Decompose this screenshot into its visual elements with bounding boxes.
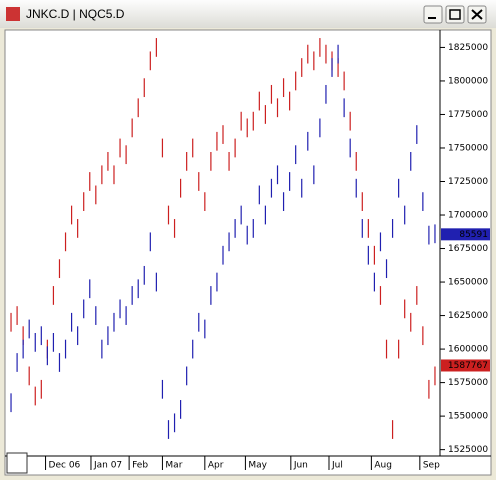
y-tick-label: 1700000 [448, 211, 488, 221]
title-bar [0, 0, 496, 28]
y-tick-label: 1825000 [448, 43, 488, 53]
x-tick-label: Dec 06 [49, 461, 81, 471]
y-tick-label: 1750000 [448, 143, 488, 153]
app-icon [6, 7, 20, 21]
last-price-label: 1587767 [448, 361, 488, 371]
last-price-label: 85591 [459, 230, 488, 240]
x-tick-label: Mar [165, 461, 182, 471]
last-price-tag [441, 228, 490, 241]
x-tick-label: Apr [208, 461, 224, 471]
y-tick-label: 1800000 [448, 76, 488, 86]
maximize-button[interactable] [445, 5, 465, 24]
close-button[interactable] [467, 5, 487, 24]
y-tick-label: 1525000 [448, 445, 488, 455]
x-tick-label: Jul [331, 461, 343, 471]
window-title: JNKC.D | NQC5.D [26, 7, 125, 21]
corner-box[interactable] [6, 452, 28, 474]
y-tick-label: 1625000 [448, 311, 488, 321]
x-tick-label: Sep [423, 461, 440, 471]
minimize-button[interactable] [423, 5, 443, 24]
x-tick-label: Jun [293, 461, 308, 471]
y-tick-label: 1575000 [448, 378, 488, 388]
y-tick-label: 1725000 [448, 177, 488, 187]
chart-panel [4, 29, 492, 476]
x-tick-label: Feb [132, 461, 148, 471]
y-tick-label: 1675000 [448, 244, 488, 254]
y-tick-label: 1600000 [448, 345, 488, 355]
y-tick-label: 1650000 [448, 278, 488, 288]
y-tick-label: 1550000 [448, 412, 488, 422]
y-tick-label: 1775000 [448, 110, 488, 120]
last-price-tag [441, 359, 490, 372]
x-tick-label: Aug [374, 461, 392, 471]
x-tick-label: Jan 07 [93, 461, 122, 471]
x-tick-label: May [248, 461, 267, 471]
